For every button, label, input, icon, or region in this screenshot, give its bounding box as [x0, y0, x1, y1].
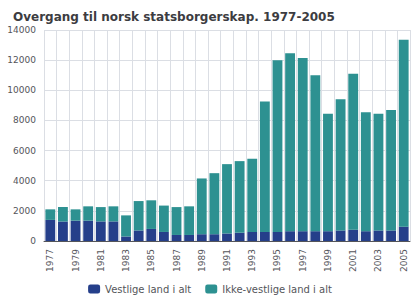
svg-text:Vestlige land i alt: Vestlige land i alt	[105, 284, 191, 295]
svg-text:1983: 1983	[121, 249, 131, 272]
svg-text:2003: 2003	[373, 249, 383, 272]
svg-text:2005: 2005	[399, 249, 409, 272]
svg-text:Ikke-vestlige land i alt: Ikke-vestlige land i alt	[222, 284, 332, 295]
svg-text:1979: 1979	[71, 249, 81, 272]
svg-text:0: 0	[30, 236, 36, 246]
svg-text:1985: 1985	[146, 249, 156, 272]
svg-text:2001: 2001	[348, 249, 358, 272]
svg-text:6000: 6000	[13, 146, 36, 156]
svg-text:8000: 8000	[13, 115, 36, 125]
svg-text:4000: 4000	[13, 176, 36, 186]
svg-text:1989: 1989	[197, 249, 207, 272]
svg-text:1995: 1995	[272, 249, 282, 272]
svg-text:2000: 2000	[13, 206, 36, 216]
svg-text:1997: 1997	[298, 249, 308, 272]
svg-text:1977: 1977	[45, 249, 55, 272]
svg-text:1991: 1991	[222, 249, 232, 272]
svg-text:14000: 14000	[7, 25, 36, 35]
svg-text:1999: 1999	[323, 249, 333, 272]
svg-text:1981: 1981	[96, 249, 106, 272]
svg-text:10000: 10000	[7, 85, 36, 95]
svg-text:12000: 12000	[7, 55, 36, 65]
svg-text:1987: 1987	[172, 249, 182, 272]
svg-text:1993: 1993	[247, 249, 257, 272]
svg-text:Overgang til norsk statsborger: Overgang til norsk statsborgerskap. 1977…	[13, 10, 335, 24]
